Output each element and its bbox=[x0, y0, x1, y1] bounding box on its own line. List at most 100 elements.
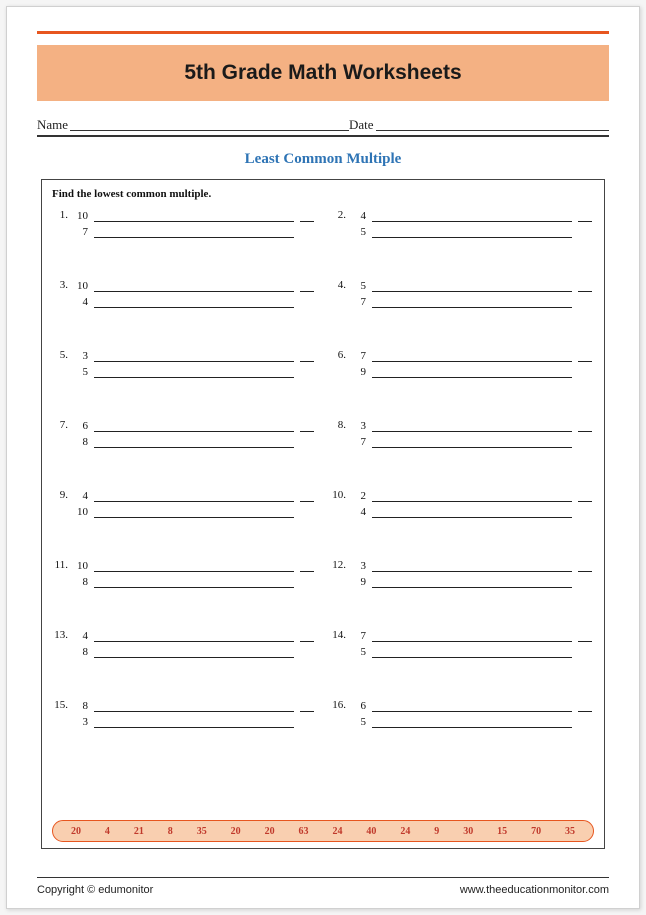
work-line[interactable] bbox=[372, 296, 572, 308]
problem-values: 24 bbox=[350, 488, 372, 522]
answer-option: 40 bbox=[366, 826, 376, 837]
date-blank-line[interactable] bbox=[376, 117, 609, 131]
value-b: 4 bbox=[350, 504, 366, 520]
work-line[interactable] bbox=[94, 280, 294, 292]
work-line[interactable] bbox=[372, 700, 572, 712]
problem-values: 75 bbox=[350, 628, 372, 662]
worksheet-subtitle: Least Common Multiple bbox=[7, 151, 639, 168]
work-line[interactable] bbox=[372, 350, 572, 362]
answer-blank[interactable] bbox=[300, 280, 314, 292]
answer-blank[interactable] bbox=[300, 490, 314, 502]
problem: 3.104 bbox=[52, 278, 316, 312]
answer-blank[interactable] bbox=[578, 630, 592, 642]
problem-number: 7. bbox=[52, 418, 72, 452]
date-field: Date bbox=[349, 113, 609, 133]
work-line[interactable] bbox=[94, 490, 294, 502]
answer-blank[interactable] bbox=[300, 350, 314, 362]
value-a: 8 bbox=[72, 698, 88, 714]
answer-blank[interactable] bbox=[578, 280, 592, 292]
work-line[interactable] bbox=[94, 436, 294, 448]
answer-blank[interactable] bbox=[300, 210, 314, 222]
work-lines bbox=[372, 348, 578, 382]
work-line[interactable] bbox=[94, 226, 294, 238]
work-line[interactable] bbox=[94, 350, 294, 362]
work-line[interactable] bbox=[94, 560, 294, 572]
work-line[interactable] bbox=[372, 506, 572, 518]
answer-slot bbox=[300, 278, 316, 312]
name-blank-line[interactable] bbox=[70, 117, 349, 131]
answer-blank[interactable] bbox=[300, 420, 314, 432]
answer-blank[interactable] bbox=[578, 210, 592, 222]
value-a: 6 bbox=[72, 418, 88, 434]
problem-values: 35 bbox=[72, 348, 94, 382]
value-a: 3 bbox=[350, 418, 366, 434]
work-lines bbox=[94, 628, 300, 662]
work-line[interactable] bbox=[94, 716, 294, 728]
answer-option: 20 bbox=[231, 826, 241, 837]
problem: 12.39 bbox=[330, 558, 594, 592]
work-line[interactable] bbox=[372, 646, 572, 658]
name-label: Name bbox=[37, 117, 68, 133]
work-line[interactable] bbox=[94, 630, 294, 642]
problem: 10.24 bbox=[330, 488, 594, 522]
answer-blank[interactable] bbox=[300, 630, 314, 642]
work-line[interactable] bbox=[372, 716, 572, 728]
problem-number: 6. bbox=[330, 348, 350, 382]
answer-option: 24 bbox=[400, 826, 410, 837]
work-line[interactable] bbox=[372, 630, 572, 642]
problem-number: 1. bbox=[52, 208, 72, 242]
value-a: 4 bbox=[72, 628, 88, 644]
problem: 13.48 bbox=[52, 628, 316, 662]
work-line[interactable] bbox=[372, 436, 572, 448]
problem: 15.83 bbox=[52, 698, 316, 732]
problem-number: 13. bbox=[52, 628, 72, 662]
work-line[interactable] bbox=[372, 560, 572, 572]
work-line[interactable] bbox=[94, 296, 294, 308]
work-lines bbox=[372, 278, 578, 312]
value-a: 3 bbox=[72, 348, 88, 364]
problem-number: 2. bbox=[330, 208, 350, 242]
name-date-row: Name Date bbox=[37, 113, 609, 137]
problem: 14.75 bbox=[330, 628, 594, 662]
problem-number: 5. bbox=[52, 348, 72, 382]
answer-blank[interactable] bbox=[578, 420, 592, 432]
work-line[interactable] bbox=[372, 280, 572, 292]
work-lines bbox=[372, 418, 578, 452]
work-line[interactable] bbox=[94, 576, 294, 588]
work-line[interactable] bbox=[94, 210, 294, 222]
work-line[interactable] bbox=[94, 366, 294, 378]
title-band: 5th Grade Math Worksheets bbox=[37, 45, 609, 101]
problem-values: 39 bbox=[350, 558, 372, 592]
answer-blank[interactable] bbox=[578, 350, 592, 362]
problem-values: 83 bbox=[72, 698, 94, 732]
answer-option: 21 bbox=[134, 826, 144, 837]
answer-blank[interactable] bbox=[578, 700, 592, 712]
work-line[interactable] bbox=[94, 700, 294, 712]
work-lines bbox=[94, 488, 300, 522]
answer-option: 70 bbox=[531, 826, 541, 837]
work-lines bbox=[372, 208, 578, 242]
value-b: 5 bbox=[350, 714, 366, 730]
work-line[interactable] bbox=[372, 490, 572, 502]
work-line[interactable] bbox=[372, 420, 572, 432]
answer-blank[interactable] bbox=[300, 700, 314, 712]
work-line[interactable] bbox=[372, 366, 572, 378]
work-line[interactable] bbox=[372, 210, 572, 222]
answer-blank[interactable] bbox=[300, 560, 314, 572]
answer-blank[interactable] bbox=[578, 490, 592, 502]
answer-slot bbox=[578, 628, 594, 662]
answer-option: 24 bbox=[332, 826, 342, 837]
work-line[interactable] bbox=[94, 420, 294, 432]
work-line[interactable] bbox=[94, 506, 294, 518]
work-line[interactable] bbox=[94, 646, 294, 658]
work-line[interactable] bbox=[372, 576, 572, 588]
worksheet-box: Find the lowest common multiple. 1.1072.… bbox=[41, 179, 605, 849]
answer-blank[interactable] bbox=[578, 560, 592, 572]
problem-number: 8. bbox=[330, 418, 350, 452]
problem-number: 16. bbox=[330, 698, 350, 732]
value-b: 7 bbox=[72, 224, 88, 240]
answer-slot bbox=[300, 698, 316, 732]
work-lines bbox=[372, 698, 578, 732]
work-line[interactable] bbox=[372, 226, 572, 238]
problem: 6.79 bbox=[330, 348, 594, 382]
